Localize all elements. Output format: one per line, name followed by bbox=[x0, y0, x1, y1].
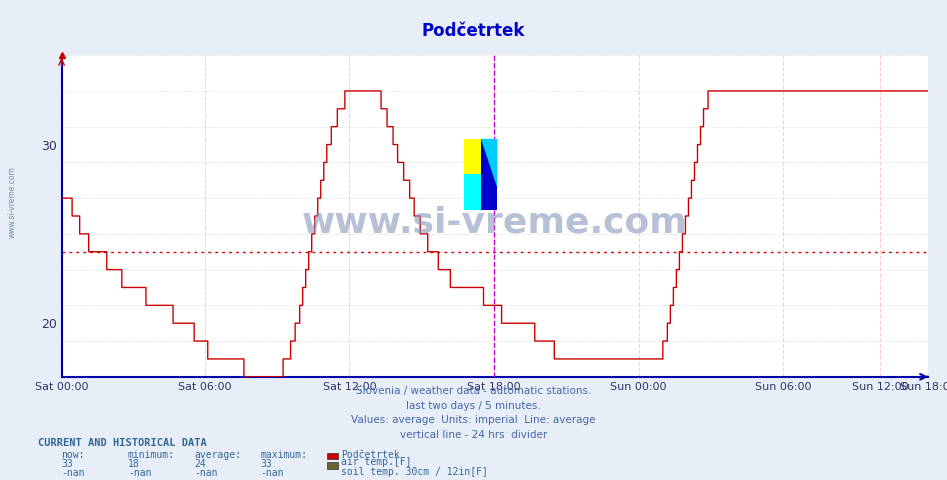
Text: Slovenia / weather data - automatic stations.: Slovenia / weather data - automatic stat… bbox=[356, 386, 591, 396]
Text: 24: 24 bbox=[194, 459, 205, 469]
Text: now:: now: bbox=[62, 450, 85, 460]
Text: -nan: -nan bbox=[128, 468, 152, 479]
Text: vertical line - 24 hrs  divider: vertical line - 24 hrs divider bbox=[400, 430, 547, 440]
Text: Podčetrtek: Podčetrtek bbox=[341, 450, 400, 460]
Text: maximum:: maximum: bbox=[260, 450, 308, 460]
Text: -nan: -nan bbox=[62, 468, 85, 479]
Text: -nan: -nan bbox=[260, 468, 284, 479]
Text: minimum:: minimum: bbox=[128, 450, 175, 460]
Text: www.si-vreme.com: www.si-vreme.com bbox=[302, 205, 688, 240]
Text: Podčetrtek: Podčetrtek bbox=[421, 22, 526, 40]
Text: www.si-vreme.com: www.si-vreme.com bbox=[8, 166, 17, 238]
Text: last two days / 5 minutes.: last two days / 5 minutes. bbox=[406, 401, 541, 411]
Text: 18: 18 bbox=[128, 459, 139, 469]
Text: air temp.[F]: air temp.[F] bbox=[341, 457, 411, 467]
Text: 33: 33 bbox=[62, 459, 73, 469]
Text: average:: average: bbox=[194, 450, 241, 460]
Text: -nan: -nan bbox=[194, 468, 218, 479]
Text: CURRENT AND HISTORICAL DATA: CURRENT AND HISTORICAL DATA bbox=[38, 438, 206, 448]
Text: Values: average  Units: imperial  Line: average: Values: average Units: imperial Line: av… bbox=[351, 415, 596, 425]
Text: 33: 33 bbox=[260, 459, 272, 469]
Text: soil temp. 30cm / 12in[F]: soil temp. 30cm / 12in[F] bbox=[341, 467, 488, 477]
